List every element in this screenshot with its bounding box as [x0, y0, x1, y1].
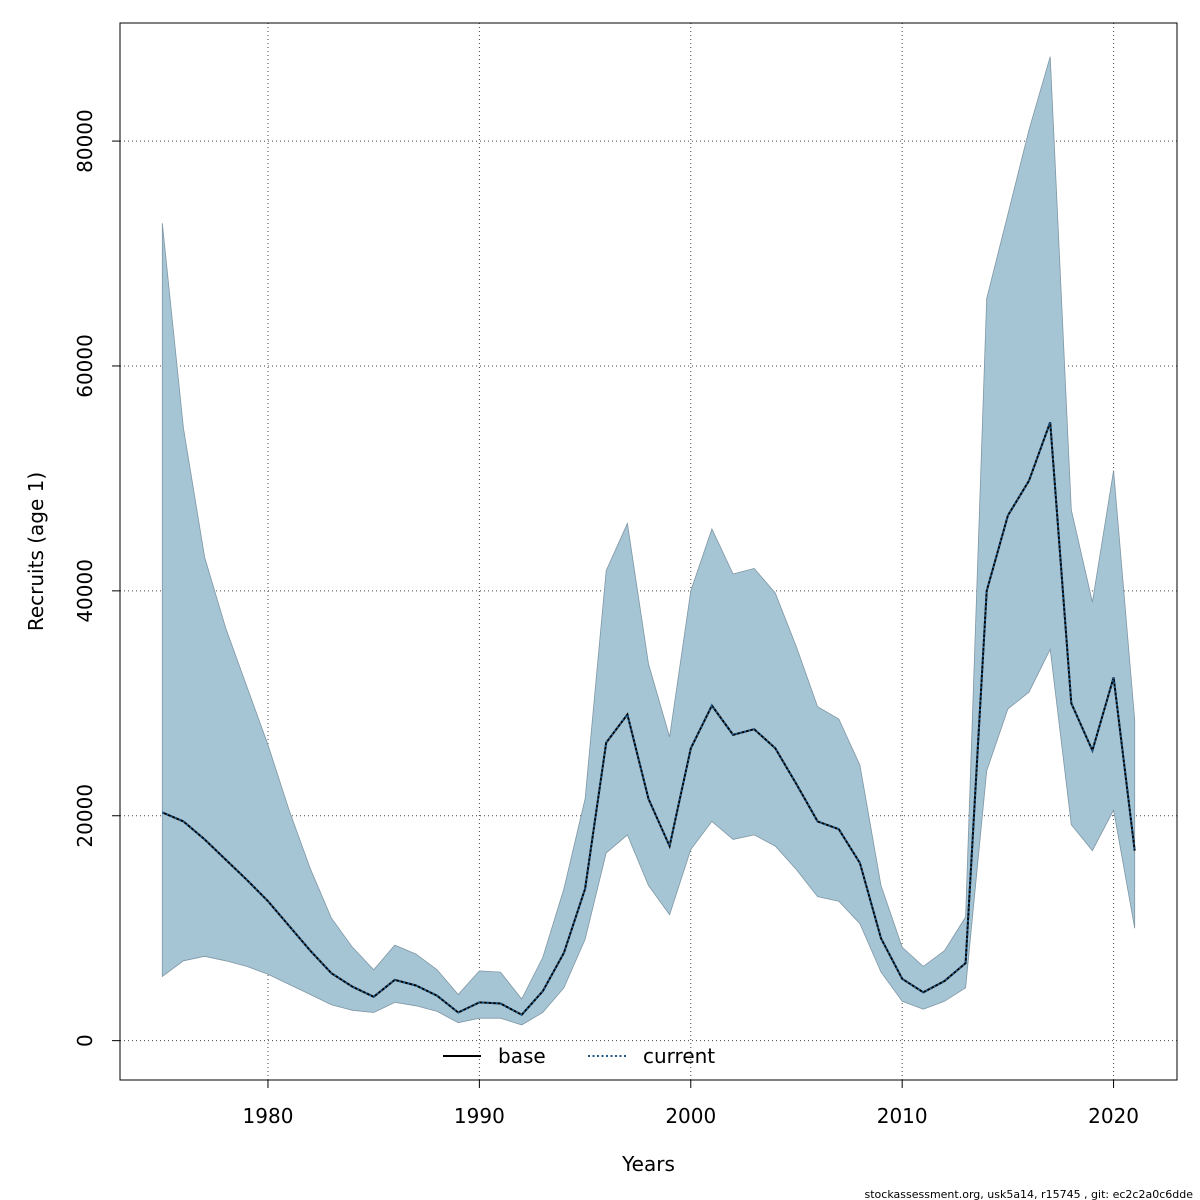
confidence-band-area: [161, 56, 1136, 1026]
footer-credit: stockassessment.org, usk5a14, r15745 , g…: [865, 1188, 1194, 1200]
x-tick-label-2000: 2000: [665, 1104, 716, 1128]
x-tick-label-2020: 2020: [1088, 1104, 1139, 1128]
axes: 1980 1990 2000 2010 2020 0 20000 40000 60000 8000…: [73, 109, 1139, 1128]
series-lines: [161, 421, 1136, 1017]
y-tick-label-60000: 60000: [73, 334, 97, 398]
y-tick-label-40000: 40000: [73, 559, 97, 623]
x-tick-label-1990: 1990: [454, 1104, 505, 1128]
grid: [120, 23, 1177, 1080]
legend-label-base: base: [498, 1044, 546, 1068]
legend: base current: [443, 1044, 715, 1068]
y-axis-title: Recruits (age 1): [24, 472, 48, 631]
y-tick-label-0: 0: [73, 1034, 97, 1047]
series-line-current: [161, 421, 1136, 1017]
y-tick-label-20000: 20000: [73, 784, 97, 848]
x-tick-label-2010: 2010: [877, 1104, 928, 1128]
y-tick-label-80000: 80000: [73, 109, 97, 173]
confidence-band: [161, 56, 1136, 1026]
plot-frame: [119, 22, 1178, 1081]
x-tick-label-1980: 1980: [243, 1104, 294, 1128]
legend-label-current: current: [643, 1044, 715, 1068]
x-axis-title: Years: [621, 1152, 675, 1176]
